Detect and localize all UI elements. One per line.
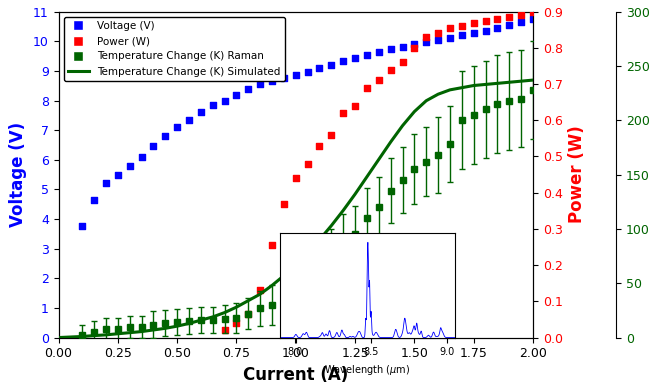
Point <box>279 201 289 207</box>
Point <box>492 25 502 31</box>
Point <box>77 223 87 230</box>
Point <box>410 45 420 51</box>
Point <box>279 75 289 81</box>
Point <box>350 103 360 109</box>
Point <box>374 48 384 55</box>
Point <box>385 45 396 52</box>
Point <box>231 92 242 98</box>
Point <box>433 30 443 36</box>
Legend: Voltage (V), Power (W), Temperature Change (K) Raman, Temperature Change (K) Sim: Voltage (V), Power (W), Temperature Chan… <box>64 17 285 81</box>
Point <box>410 41 420 47</box>
Point <box>421 39 432 45</box>
Point <box>255 81 265 87</box>
Point <box>315 142 325 149</box>
Point <box>433 37 443 43</box>
Point <box>385 66 396 73</box>
Point <box>125 163 135 169</box>
Point <box>445 35 455 41</box>
Point <box>528 9 538 15</box>
Point <box>350 54 360 61</box>
Point <box>112 171 123 178</box>
Point <box>315 65 325 71</box>
Point <box>326 62 337 68</box>
Point <box>326 132 337 138</box>
Point <box>291 175 301 181</box>
Point <box>480 28 491 34</box>
Point <box>374 77 384 83</box>
Point <box>397 59 408 66</box>
Point <box>266 78 277 84</box>
Point <box>172 124 182 130</box>
Point <box>469 19 479 26</box>
Point <box>445 25 455 31</box>
Point <box>492 16 502 22</box>
Point <box>361 85 372 91</box>
Point <box>243 86 254 92</box>
Point <box>504 14 515 20</box>
Y-axis label: Voltage (V): Voltage (V) <box>9 122 27 227</box>
Point <box>516 19 526 25</box>
Point <box>231 320 242 326</box>
Point <box>302 69 313 76</box>
Point <box>196 109 206 116</box>
Point <box>136 154 147 160</box>
Point <box>207 102 218 108</box>
Point <box>456 32 467 38</box>
Point <box>160 133 170 139</box>
Point <box>528 16 538 22</box>
Point <box>219 97 230 104</box>
Point <box>338 110 348 116</box>
Point <box>148 143 159 149</box>
Point <box>89 197 99 203</box>
Point <box>219 327 230 333</box>
Point <box>397 43 408 50</box>
Point <box>421 34 432 40</box>
Point <box>243 311 254 317</box>
Point <box>255 288 265 294</box>
Point <box>480 17 491 24</box>
Point <box>184 117 194 123</box>
Point <box>338 57 348 64</box>
Point <box>291 72 301 78</box>
Point <box>456 23 467 29</box>
Point <box>361 52 372 58</box>
Y-axis label: Power (W): Power (W) <box>568 126 586 223</box>
Point <box>469 30 479 36</box>
X-axis label: Current (A): Current (A) <box>243 366 348 384</box>
Point <box>302 161 313 167</box>
Point <box>101 180 111 187</box>
X-axis label: Wavelength ($\mu$m): Wavelength ($\mu$m) <box>324 363 410 377</box>
Point <box>516 12 526 18</box>
Point <box>504 22 515 28</box>
Point <box>266 242 277 248</box>
